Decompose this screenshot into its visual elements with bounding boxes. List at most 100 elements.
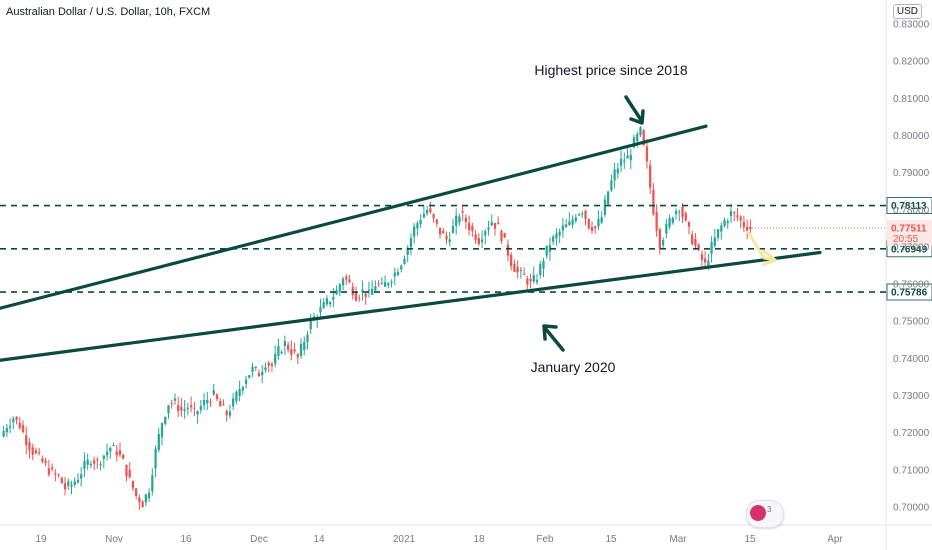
- candle-body: [15, 416, 18, 420]
- candle-body: [684, 213, 687, 221]
- current-price-countdown: 20:55: [893, 234, 918, 245]
- price-level-tag: [886, 283, 932, 301]
- candle-body: [451, 226, 455, 233]
- candle-body: [364, 293, 367, 298]
- candle-body: [238, 389, 241, 397]
- candle-body: [44, 460, 47, 464]
- candle-body: [600, 217, 603, 223]
- candle-body: [529, 278, 532, 282]
- candle-body: [280, 351, 283, 354]
- x-tick-label: Dec: [250, 534, 268, 545]
- candle-body: [678, 211, 681, 213]
- x-tick-label: 19: [35, 534, 47, 545]
- candle-body: [458, 216, 461, 223]
- projection-arrowhead: [761, 249, 778, 267]
- candle-body: [542, 260, 545, 269]
- candle-body: [60, 477, 63, 484]
- candle-body: [490, 222, 493, 226]
- projection-arrow: [746, 230, 777, 262]
- candle-body: [193, 407, 196, 409]
- candle-body: [196, 411, 199, 415]
- candle-body: [558, 231, 561, 236]
- candle-body: [503, 232, 506, 238]
- candle-body: [283, 341, 286, 346]
- candle-body: [590, 226, 594, 232]
- candle-body: [713, 237, 716, 246]
- candle-body: [548, 245, 552, 252]
- candle-body: [183, 409, 186, 411]
- candle-body: [539, 264, 542, 275]
- candle-body: [367, 289, 371, 291]
- candle-body: [484, 231, 487, 236]
- candle-body: [707, 260, 710, 268]
- candle-body: [422, 213, 426, 218]
- candle-body: [151, 475, 154, 492]
- candle-body: [716, 229, 720, 239]
- candle-body: [610, 180, 613, 191]
- currency-badge[interactable]: USD: [892, 4, 922, 19]
- trendlines-group: [0, 124, 822, 362]
- candle-body: [710, 242, 713, 254]
- annotation-arrowhead-bottom: [542, 324, 558, 341]
- tradingview-logo[interactable]: 3: [746, 500, 784, 528]
- candle-body: [212, 390, 215, 395]
- candle-body: [642, 130, 645, 146]
- candle-body: [338, 284, 341, 292]
- candle-body: [170, 403, 173, 405]
- annotation-arrow-bottom: [543, 326, 565, 352]
- candle-body: [93, 460, 96, 464]
- candle-body: [286, 344, 290, 350]
- candle-body: [131, 481, 135, 489]
- candle-body: [545, 245, 548, 256]
- candle-body: [516, 267, 519, 273]
- candle-body: [76, 480, 80, 483]
- candle-body: [5, 428, 8, 433]
- y-tick-label: 0.73000: [893, 391, 930, 402]
- candle-body: [67, 481, 70, 486]
- candle-body: [513, 264, 516, 272]
- candle-body: [303, 341, 306, 351]
- candle-body: [526, 278, 529, 285]
- candle-body: [354, 292, 358, 301]
- candle-body: [468, 222, 471, 231]
- candle-body: [128, 469, 131, 478]
- candle-body: [89, 464, 93, 466]
- candle-body: [96, 459, 99, 461]
- candle-body: [70, 484, 73, 487]
- x-tick-label: Mar: [669, 534, 687, 545]
- candle-body: [594, 226, 597, 229]
- annotations-group: Highest price since 2018 January 2020: [531, 62, 688, 375]
- candle-body: [228, 411, 232, 416]
- candle-body: [332, 296, 335, 300]
- annotation-arrowhead-top: [629, 109, 645, 125]
- candle-body: [649, 165, 652, 188]
- candle-body: [571, 219, 574, 225]
- candle-body: [122, 455, 125, 459]
- candle-body: [729, 211, 733, 217]
- candle-body: [639, 127, 642, 135]
- candle-body: [164, 416, 167, 424]
- candle-body: [393, 272, 396, 277]
- candle-body: [264, 367, 267, 371]
- candle-body: [616, 168, 619, 174]
- candle-body: [603, 199, 607, 215]
- candle-body: [345, 276, 348, 280]
- candle-body: [147, 492, 151, 499]
- y-tick-label: 0.70000: [893, 503, 930, 514]
- candle-body: [506, 244, 510, 256]
- candle-body: [63, 483, 67, 490]
- candle-body: [222, 404, 225, 406]
- candle-body: [235, 391, 238, 402]
- candle-body: [274, 354, 277, 364]
- x-tick-label: 2021: [393, 534, 416, 545]
- candle-body: [432, 214, 435, 219]
- candle-body: [691, 234, 694, 245]
- x-tick-label: 18: [473, 534, 485, 545]
- candle-body: [425, 209, 429, 214]
- candle-body: [658, 229, 661, 249]
- candle-body: [47, 468, 51, 475]
- logo-icon: [750, 505, 766, 521]
- price-level-label: 0.76949: [891, 244, 928, 255]
- candle-body: [497, 222, 500, 225]
